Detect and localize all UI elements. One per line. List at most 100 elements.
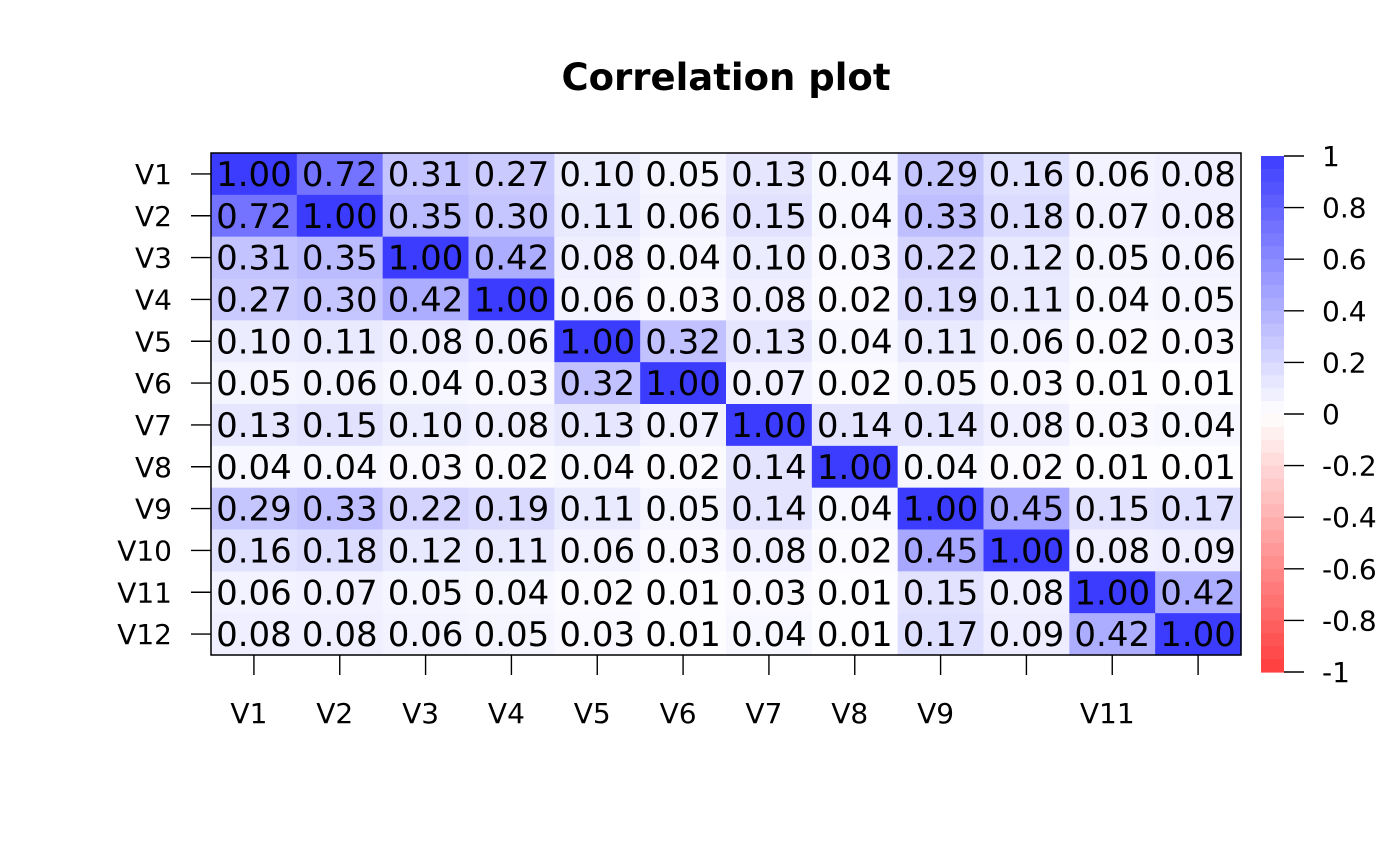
cell-value-label: 0.05	[474, 615, 550, 655]
cell-value-label: 0.01	[645, 573, 721, 613]
heatmap-cell	[296, 529, 384, 572]
cell-value-label: 0.29	[903, 155, 979, 195]
heatmap-cell	[811, 529, 899, 572]
heatmap-cell	[1155, 362, 1242, 405]
colorbar-segment	[1261, 620, 1284, 634]
heatmap-cell	[296, 278, 384, 321]
cell-value-label: 0.06	[645, 197, 721, 237]
heatmap-cell	[640, 529, 727, 572]
cell-value-label: 0.11	[559, 197, 635, 237]
colorbar-segment	[1261, 233, 1284, 247]
heatmap-cell	[468, 487, 555, 531]
heatmap-cell	[211, 236, 298, 280]
heatmap-cell	[382, 194, 470, 238]
x-tick-label: V11	[1080, 697, 1135, 730]
heatmap-cell	[726, 278, 813, 321]
cell-value-label: 0.15	[1074, 490, 1150, 530]
heatmap-cell	[1155, 445, 1242, 489]
heatmap-cell	[726, 487, 813, 531]
y-tick-label: V10	[117, 534, 172, 567]
colorbar-segment	[1261, 646, 1284, 660]
cell-value-label: 0.42	[388, 280, 464, 320]
cell-value-label: 0.03	[1160, 322, 1236, 362]
cell-value-label: 0.01	[817, 615, 893, 655]
colorbar-segment	[1261, 375, 1284, 389]
cell-value-label: 0.12	[388, 531, 464, 571]
heatmap-cell	[640, 236, 727, 280]
heatmap-cells	[211, 153, 1242, 656]
cell-value-label: 0.03	[474, 364, 550, 404]
cell-value-label: 0.03	[989, 364, 1065, 404]
colorbar-segment	[1261, 491, 1284, 505]
heatmap-cell	[296, 613, 384, 656]
cell-value-label: 0.32	[559, 364, 635, 404]
heatmap-cell	[726, 194, 813, 238]
cell-value-label: 0.02	[817, 280, 893, 320]
cell-value-label: 0.15	[731, 197, 807, 237]
colorbar-segment	[1261, 285, 1284, 299]
cell-value-label: 0.06	[474, 322, 550, 362]
cell-value-label: 1.00	[731, 406, 807, 446]
cell-value-label: 0.16	[989, 155, 1065, 195]
cell-value-label: 0.04	[474, 573, 550, 613]
cell-value-label: 0.09	[989, 615, 1065, 655]
colorbar-tick-label: -0.6	[1322, 553, 1377, 586]
colorbar-segment	[1261, 607, 1284, 621]
cell-value-label: 0.16	[216, 531, 292, 571]
colorbar-segment	[1261, 323, 1284, 338]
cell-value-label: 0.30	[302, 280, 378, 320]
heatmap-cell	[554, 320, 641, 363]
heatmap-cell	[983, 153, 1070, 196]
y-tick-label: V4	[135, 283, 172, 316]
cell-value-label: 0.04	[817, 490, 893, 530]
heatmap-cell	[640, 404, 727, 447]
cell-value-label: 1.00	[559, 322, 635, 362]
colorbar-tick-label: 1	[1322, 140, 1340, 173]
heatmap-cell	[726, 362, 813, 405]
cell-value-label: 0.29	[216, 490, 292, 530]
colorbar-segment	[1261, 207, 1284, 222]
y-tick-label: V5	[135, 325, 172, 358]
cell-value-label: 0.04	[903, 448, 979, 488]
cell-value-label: 0.10	[216, 322, 292, 362]
cell-value-label: 0.03	[645, 280, 721, 320]
heatmap-cell	[897, 613, 985, 656]
cell-value-label: 0.06	[559, 280, 635, 320]
colorbar-segment	[1261, 439, 1284, 454]
colorbar-segment	[1261, 568, 1284, 583]
colorbar-segment	[1261, 426, 1284, 441]
colorbar-segment	[1261, 349, 1284, 363]
cell-value-label: 0.08	[731, 280, 807, 320]
cell-value-label: 0.27	[216, 280, 292, 320]
x-tick-label: V2	[316, 697, 353, 730]
heatmap-cell	[296, 404, 384, 447]
heatmap-cell	[726, 404, 813, 447]
heatmap-cell	[1069, 571, 1156, 614]
colorbar-segment	[1261, 362, 1284, 376]
cell-value-label: 0.03	[388, 448, 464, 488]
heatmap-cell	[296, 362, 384, 405]
cell-value-label: 0.06	[302, 364, 378, 404]
cell-value-label: 0.08	[989, 406, 1065, 446]
cell-value-label: 0.18	[302, 531, 378, 571]
heatmap-cell	[897, 404, 985, 447]
heatmap-cell	[897, 194, 985, 238]
cell-value-label: 0.07	[731, 364, 807, 404]
heatmap-cell	[1155, 487, 1242, 531]
heatmap-cell	[897, 487, 985, 531]
cell-value-label: 0.12	[989, 239, 1065, 279]
heatmap-cell	[554, 529, 641, 572]
heatmap-cell	[1069, 194, 1156, 238]
heatmap-cell	[811, 278, 899, 321]
cell-value-label: 0.35	[302, 239, 378, 279]
y-tick-label: V1	[135, 158, 172, 191]
heatmap-cell	[382, 529, 470, 572]
heatmap-cell	[983, 278, 1070, 321]
colorbar-segment	[1261, 246, 1284, 260]
cell-value-label: 0.10	[559, 155, 635, 195]
heatmap-cell	[640, 445, 727, 489]
heatmap-cell	[811, 362, 899, 405]
heatmap-cell	[811, 571, 899, 614]
cell-value-label: 0.02	[559, 573, 635, 613]
x-tick-label: V7	[745, 697, 782, 730]
